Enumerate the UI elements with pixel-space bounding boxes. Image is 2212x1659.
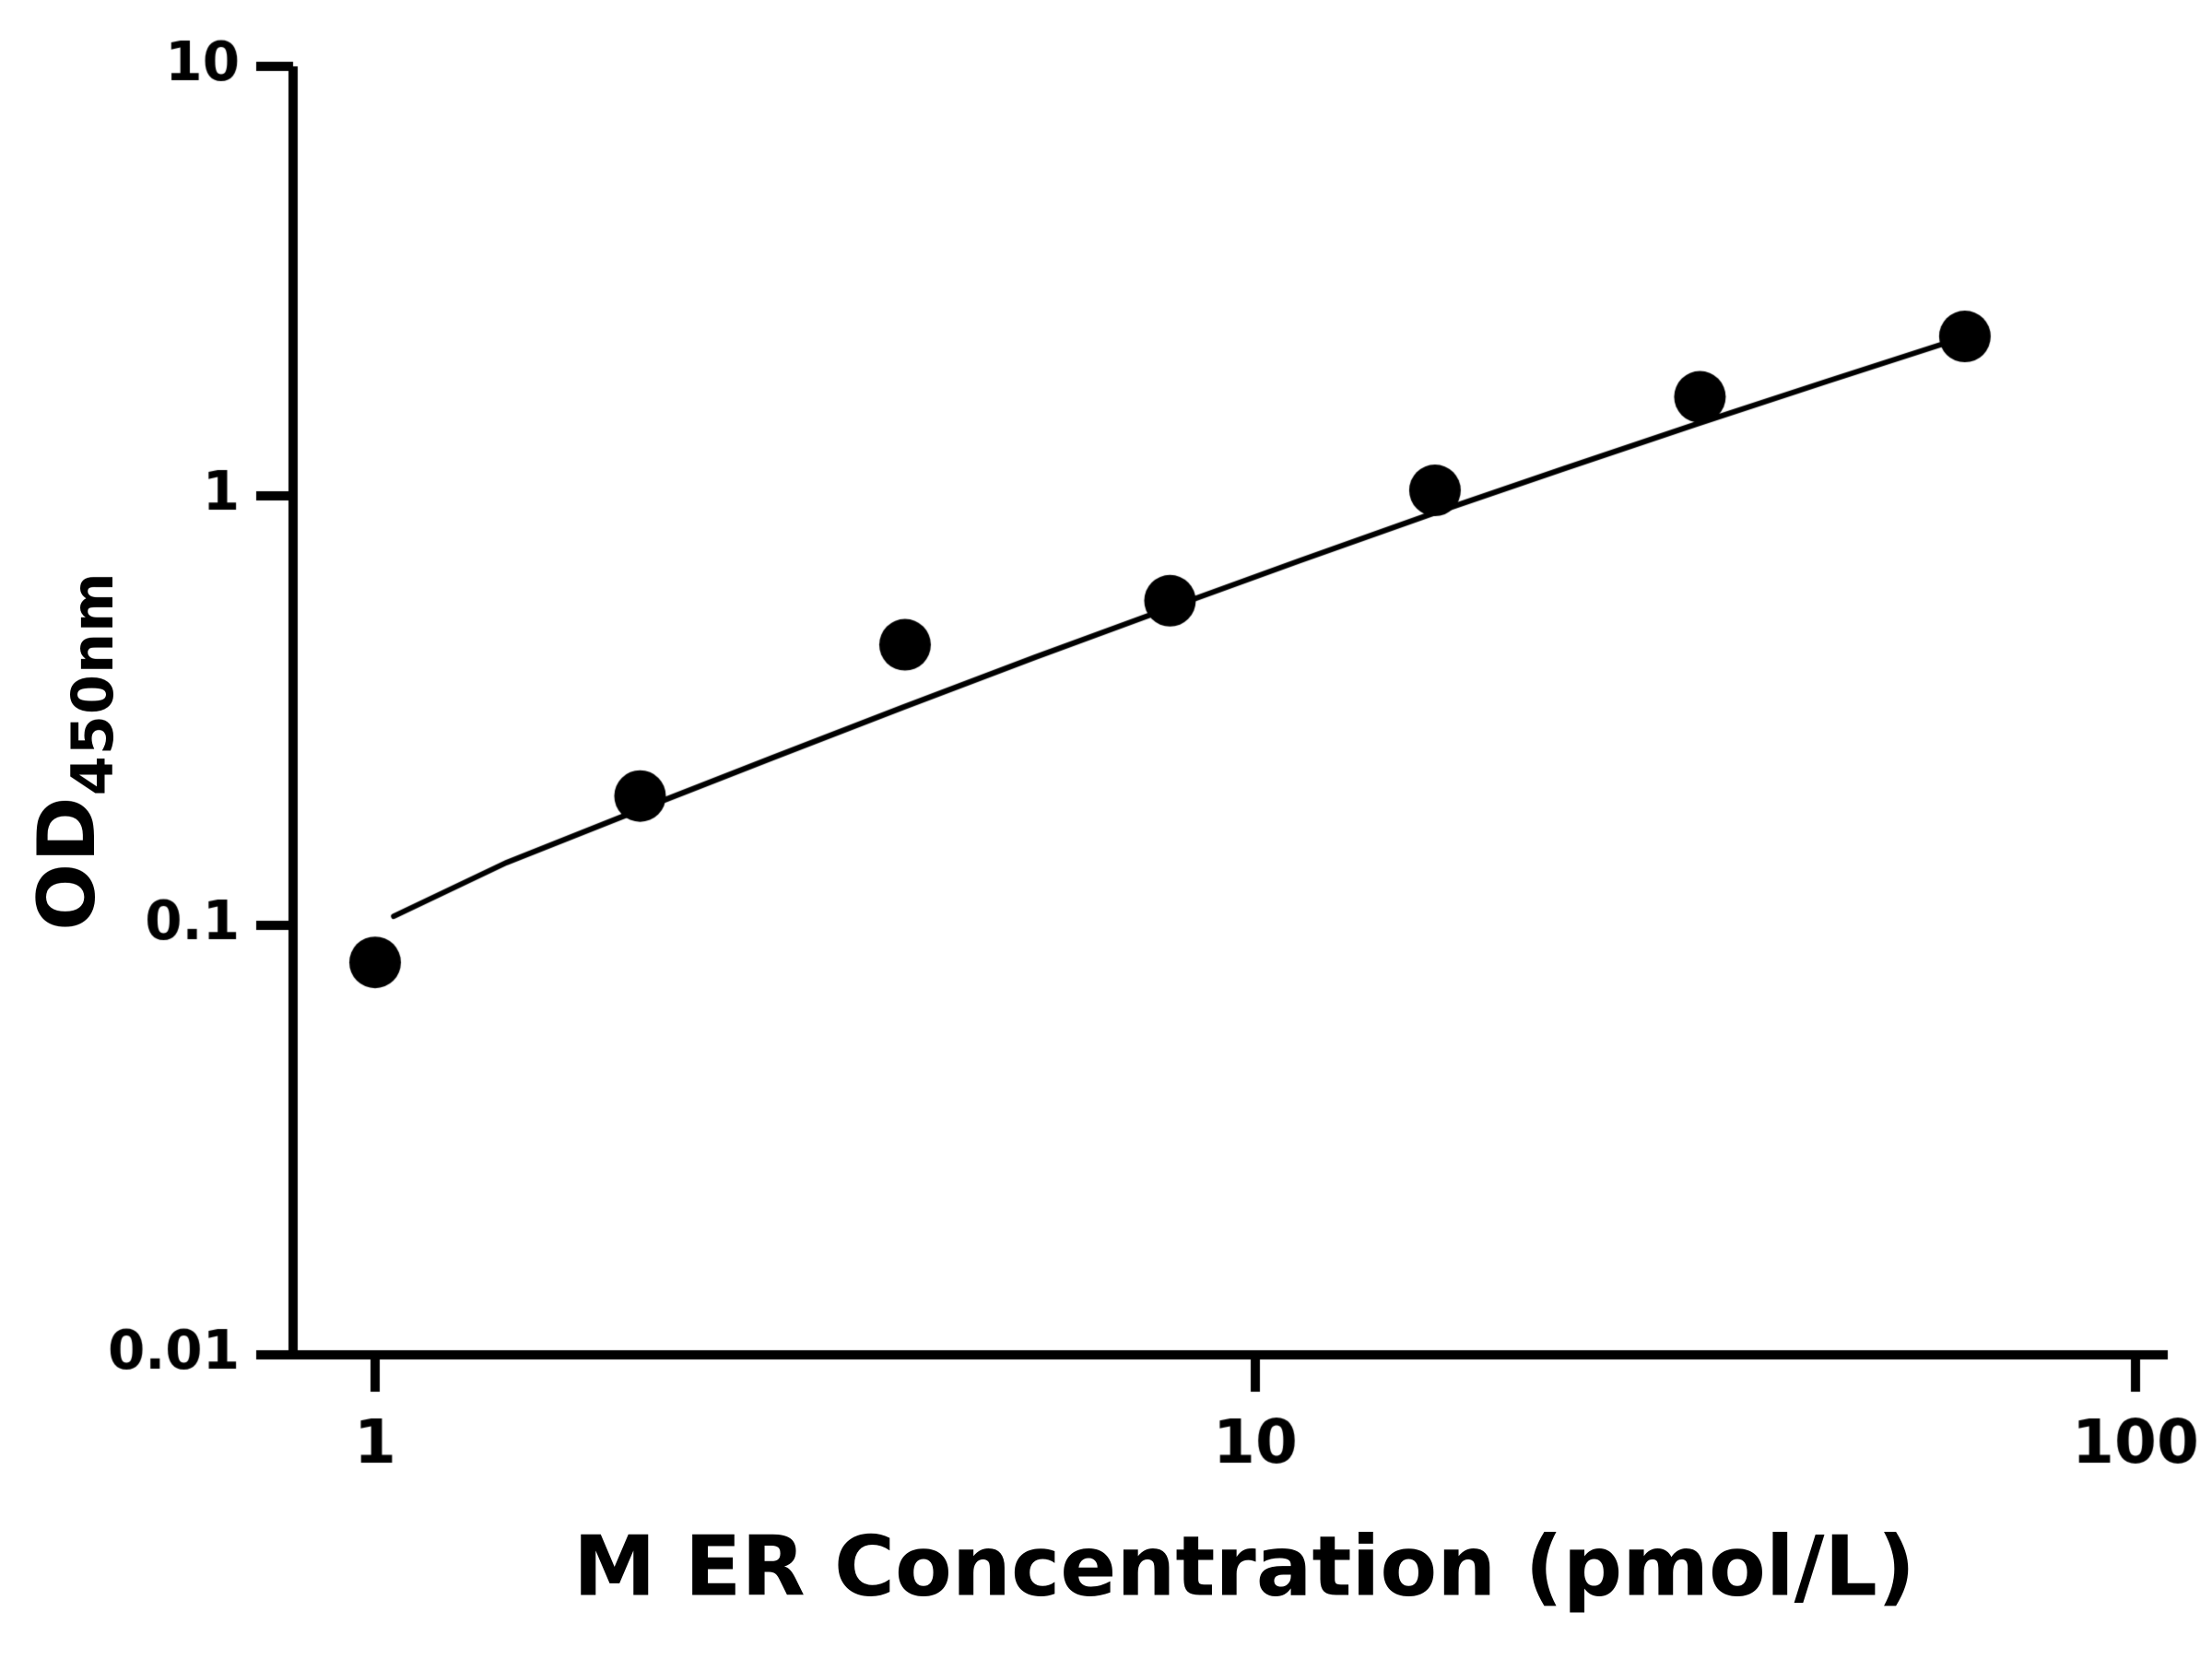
x-axis-label: M ER Concentration (pmol/L) xyxy=(572,1518,1916,1616)
y-axis-label: OD450nm xyxy=(21,571,126,931)
y-axis-label-subscript: 450nm xyxy=(59,571,126,796)
y-axis-label-base: OD xyxy=(21,795,113,931)
